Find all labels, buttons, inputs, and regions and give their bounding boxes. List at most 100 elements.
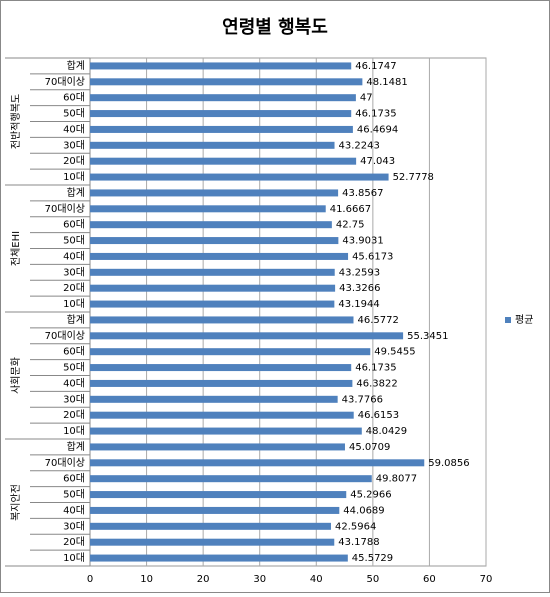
data-label: 59.0856 bbox=[428, 458, 469, 469]
data-label: 46.1747 bbox=[355, 61, 396, 72]
data-label: 43.2243 bbox=[339, 140, 380, 151]
data-label: 46.3822 bbox=[356, 378, 397, 389]
y-tick-label: 40대 bbox=[63, 123, 85, 135]
bar bbox=[90, 62, 352, 70]
data-label: 49.5455 bbox=[374, 347, 415, 358]
bar bbox=[90, 78, 363, 86]
y-tick-label: 60대 bbox=[63, 473, 85, 485]
data-label: 52.7778 bbox=[393, 172, 434, 183]
chart-title: 연령별 행복도 bbox=[222, 17, 328, 38]
data-label: 46.5772 bbox=[357, 315, 398, 326]
bar bbox=[90, 364, 352, 372]
bar bbox=[90, 237, 339, 245]
x-tick-label: 20 bbox=[197, 574, 210, 585]
data-label: 45.2966 bbox=[350, 490, 391, 501]
data-label: 46.1735 bbox=[355, 363, 396, 374]
y-tick-label: 30대 bbox=[63, 520, 85, 532]
x-tick-label: 10 bbox=[140, 574, 153, 585]
bar bbox=[90, 189, 339, 197]
y-tick-label: 70대이상 bbox=[45, 457, 85, 469]
y-tick-label: 20대 bbox=[63, 536, 85, 548]
data-label: 43.1944 bbox=[338, 299, 379, 310]
bar bbox=[90, 522, 331, 530]
y-tick-label: 10대 bbox=[63, 552, 85, 564]
y-tick-label: 50대 bbox=[63, 235, 85, 247]
x-tick-label: 30 bbox=[253, 574, 266, 585]
bar bbox=[90, 491, 347, 499]
x-tick-label: 0 bbox=[87, 574, 93, 585]
y-tick-label: 20대 bbox=[63, 155, 85, 167]
y-tick-label: 30대 bbox=[63, 393, 85, 405]
group-label: 전체EHI bbox=[10, 231, 22, 266]
x-tick-label: 60 bbox=[423, 574, 436, 585]
data-label: 45.5729 bbox=[352, 553, 393, 564]
data-label: 42.75 bbox=[336, 220, 365, 231]
bar bbox=[90, 141, 335, 149]
y-tick-label: 합계 bbox=[67, 314, 85, 326]
group-label: 사회문화 bbox=[10, 357, 22, 394]
bar bbox=[90, 268, 335, 276]
group-label: 복지안전 bbox=[10, 484, 22, 521]
bar bbox=[90, 157, 357, 165]
data-label: 46.4694 bbox=[357, 124, 398, 135]
bar bbox=[90, 300, 335, 308]
bar bbox=[90, 538, 335, 546]
data-label: 43.1788 bbox=[338, 537, 379, 548]
data-label: 41.6667 bbox=[330, 204, 371, 215]
data-label: 43.3266 bbox=[339, 283, 380, 294]
y-tick-label: 20대 bbox=[63, 409, 85, 421]
y-tick-label: 30대 bbox=[63, 266, 85, 278]
bar bbox=[90, 411, 354, 419]
bar bbox=[90, 475, 372, 483]
y-tick-label: 10대 bbox=[63, 425, 85, 437]
data-label: 47 bbox=[360, 93, 373, 104]
y-tick-label: 30대 bbox=[63, 139, 85, 151]
bar bbox=[90, 284, 336, 292]
x-tick-label: 70 bbox=[480, 574, 493, 585]
y-tick-label: 합계 bbox=[67, 60, 85, 72]
data-label: 43.8567 bbox=[342, 188, 383, 199]
data-label: 43.2593 bbox=[339, 267, 380, 278]
y-tick-label: 70대이상 bbox=[45, 330, 85, 342]
bar bbox=[90, 252, 349, 260]
bar bbox=[90, 125, 353, 133]
y-tick-label: 70대이상 bbox=[45, 76, 85, 88]
bar bbox=[90, 94, 356, 102]
plot-area bbox=[89, 57, 487, 567]
x-tick-label: 50 bbox=[366, 574, 379, 585]
bar bbox=[90, 459, 425, 467]
data-label: 44.0689 bbox=[343, 505, 384, 516]
data-label: 49.8077 bbox=[376, 474, 417, 485]
bar bbox=[90, 316, 354, 324]
legend-label: 평균 bbox=[515, 314, 533, 326]
bar bbox=[90, 110, 352, 118]
bar bbox=[90, 379, 353, 387]
data-label: 45.6173 bbox=[352, 251, 393, 262]
bar bbox=[90, 348, 371, 356]
data-label: 46.6153 bbox=[358, 410, 399, 421]
y-tick-label: 70대이상 bbox=[45, 203, 85, 215]
group-label: 전반적행복도 bbox=[10, 94, 22, 149]
x-tick-label: 40 bbox=[310, 574, 323, 585]
y-tick-label: 10대 bbox=[63, 298, 85, 310]
bar bbox=[90, 395, 338, 403]
data-label: 46.1735 bbox=[355, 109, 396, 120]
data-label: 55.3451 bbox=[407, 331, 448, 342]
y-tick-label: 40대 bbox=[63, 504, 85, 516]
bar bbox=[90, 506, 340, 514]
bar bbox=[90, 332, 404, 340]
data-label: 42.5964 bbox=[335, 521, 376, 532]
data-label: 48.1481 bbox=[366, 77, 407, 88]
bar bbox=[90, 427, 362, 435]
y-tick-label: 40대 bbox=[63, 377, 85, 389]
y-tick-label: 20대 bbox=[63, 282, 85, 294]
y-tick-label: 합계 bbox=[67, 441, 85, 453]
bar bbox=[90, 221, 332, 229]
y-tick-label: 50대 bbox=[63, 362, 85, 374]
data-label: 47.043 bbox=[360, 156, 395, 167]
y-tick-label: 40대 bbox=[63, 250, 85, 262]
y-tick-label: 10대 bbox=[63, 171, 85, 183]
data-label: 45.0709 bbox=[349, 442, 390, 453]
y-tick-label: 50대 bbox=[63, 489, 85, 501]
